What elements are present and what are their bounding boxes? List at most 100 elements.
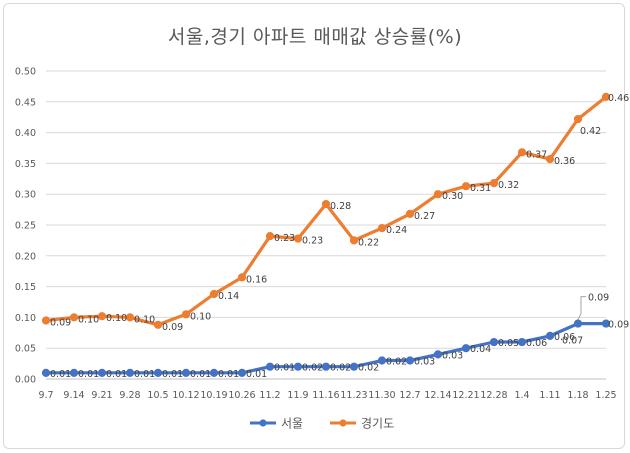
y-tick-label: 0.45 — [15, 97, 36, 108]
x-tick-label: 11.16 — [312, 390, 339, 401]
data-label: 0.01 — [50, 369, 71, 380]
legend-label: 경기도 — [361, 417, 394, 431]
x-tick-label: 1.4 — [514, 390, 529, 401]
data-label: 0.23 — [302, 236, 323, 247]
data-label: 0.02 — [302, 363, 323, 374]
data-point — [321, 362, 331, 371]
data-label: 0.09 — [50, 317, 71, 328]
y-tick-label: 0.15 — [15, 282, 36, 293]
data-label: 0.01 — [190, 369, 211, 380]
data-label: 0.37 — [526, 149, 547, 160]
data-label-leader — [577, 296, 586, 320]
data-point — [461, 182, 471, 191]
data-point — [265, 362, 275, 371]
data-point — [377, 223, 387, 233]
data-label: 0.03 — [442, 350, 463, 361]
data-point — [69, 368, 79, 377]
data-point — [125, 313, 135, 322]
data-point — [153, 320, 163, 329]
data-point — [97, 368, 107, 377]
data-label: 0.01 — [274, 363, 295, 374]
y-tick-label: 0.20 — [15, 251, 36, 262]
data-point — [517, 148, 527, 157]
data-point — [97, 312, 107, 321]
x-tick-label: 11.9 — [287, 390, 308, 401]
x-tick-label: 9.7 — [38, 390, 53, 401]
x-tick-label: 12.21 — [452, 390, 479, 401]
data-point — [237, 273, 247, 282]
y-tick-label: 0.35 — [15, 159, 36, 170]
y-tick-label: 0.10 — [15, 313, 36, 324]
data-label: 0.42 — [580, 126, 601, 137]
x-tick-label: 11.23 — [340, 390, 367, 401]
data-point — [181, 368, 191, 377]
data-label: 0.01 — [134, 369, 155, 380]
legend-swatch-marker — [339, 419, 347, 427]
data-label: 0.01 — [106, 369, 127, 380]
data-label: 0.31 — [470, 183, 491, 194]
y-tick-label: 0.25 — [15, 221, 36, 232]
x-tick-label: 12.28 — [480, 390, 507, 401]
x-tick-label: 12.14 — [424, 390, 451, 401]
data-label: 0.30 — [442, 191, 463, 202]
data-label: 0.05 — [498, 338, 519, 349]
x-tick-label: 1.25 — [595, 390, 616, 401]
y-tick-label: 0.40 — [15, 128, 36, 139]
data-point — [265, 231, 275, 241]
data-label: 0.24 — [386, 225, 407, 236]
data-label: 0.04 — [470, 344, 491, 355]
data-label: 0.07 — [562, 336, 583, 347]
data-point — [349, 362, 359, 371]
x-tick-label: 11.30 — [368, 390, 395, 401]
data-label: 0.32 — [498, 180, 519, 191]
x-tick-label: 10.12 — [172, 390, 199, 401]
data-point — [405, 209, 415, 219]
data-label: 0.01 — [246, 369, 267, 380]
data-point — [601, 319, 611, 328]
data-label: 0.01 — [218, 369, 239, 380]
data-label: 0.23 — [274, 233, 295, 244]
y-tick-label: 0.00 — [15, 375, 36, 386]
legend-label: 서울 — [281, 417, 303, 431]
data-point — [321, 199, 331, 209]
data-label: 0.10 — [134, 314, 155, 325]
y-tick-label: 0.50 — [15, 67, 36, 78]
data-label: 0.09 — [588, 293, 609, 304]
x-tick-label: 9.21 — [91, 390, 112, 401]
data-point — [41, 316, 51, 325]
x-tick-label: 9.28 — [119, 390, 140, 401]
x-tick-label: 1.18 — [567, 390, 588, 401]
data-label: 0.46 — [608, 93, 629, 104]
data-point — [433, 190, 443, 199]
data-point — [41, 368, 51, 377]
x-tick-label: 10.26 — [228, 390, 255, 401]
data-point — [69, 313, 79, 322]
legend-swatch-marker — [259, 419, 267, 427]
data-point — [545, 154, 555, 164]
data-point — [209, 289, 219, 299]
data-point — [153, 368, 163, 377]
x-tick-label: 11.2 — [259, 390, 280, 401]
data-label: 0.10 — [78, 314, 99, 325]
data-point — [461, 344, 471, 353]
data-point — [573, 114, 583, 124]
x-tick-label: 10.19 — [200, 390, 227, 401]
chart-title: 서울,경기 아파트 매매값 상승률(%) — [167, 26, 463, 48]
data-label: 0.01 — [78, 369, 99, 380]
data-label: 0.09 — [162, 322, 183, 333]
data-point — [209, 368, 219, 377]
x-tick-label: 10.5 — [147, 390, 168, 401]
data-point — [573, 319, 583, 328]
data-point — [181, 310, 191, 319]
data-label: 0.10 — [106, 313, 127, 324]
y-tick-label: 0.05 — [15, 344, 36, 355]
x-tick-label: 12.7 — [399, 390, 420, 401]
data-label: 0.16 — [246, 274, 267, 285]
chart-frame — [3, 3, 625, 449]
data-point — [237, 368, 247, 377]
x-tick-label: 9.14 — [63, 390, 84, 401]
data-point — [517, 337, 527, 347]
data-label: 0.06 — [526, 338, 547, 349]
data-point — [545, 331, 555, 340]
data-label: 0.01 — [162, 369, 183, 380]
